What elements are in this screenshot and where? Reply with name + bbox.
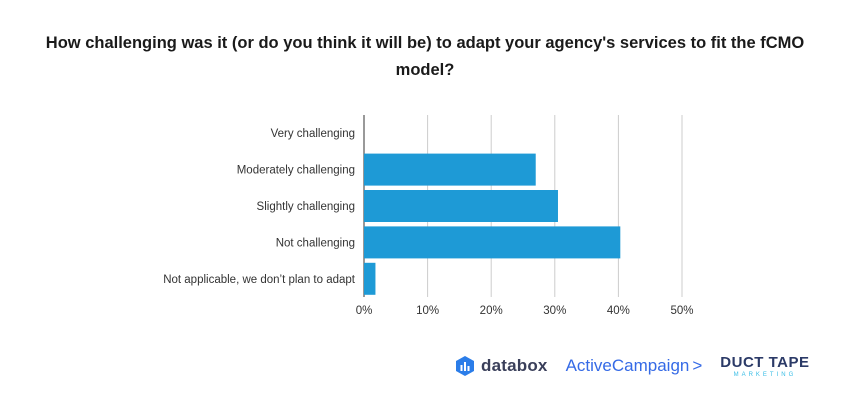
bar [364, 262, 376, 295]
brand-footer: databox ActiveCampaign > DUCT TAPE MARKE… [455, 352, 810, 380]
ducttape-logo: DUCT TAPE MARKETING [720, 355, 809, 378]
activecampaign-wordmark: ActiveCampaign [565, 356, 690, 375]
databox-logo: databox [455, 355, 548, 377]
x-tick-label: 50% [670, 305, 693, 317]
bar [364, 153, 536, 186]
x-tick-label: 40% [607, 305, 630, 317]
category-label: Moderately challenging [237, 165, 355, 177]
ducttape-wordmark: DUCT TAPE [720, 353, 810, 371]
category-label: Slightly challenging [257, 201, 355, 213]
category-label: Not applicable, we don’t plan to adapt [163, 274, 356, 286]
databox-icon [456, 356, 474, 376]
activecampaign-chevron-icon: > [692, 356, 703, 375]
x-tick-label: 20% [480, 305, 503, 317]
ducttape-subtitle: MARKETING [733, 371, 797, 378]
x-tick-label: 30% [543, 305, 566, 317]
category-label: Not challenging [276, 237, 355, 249]
bar [364, 226, 621, 259]
x-tick-label: 0% [356, 305, 373, 317]
bar [364, 190, 558, 222]
activecampaign-logo: ActiveCampaign > [566, 356, 703, 376]
databox-wordmark: databox [481, 356, 548, 375]
chart-title: How challenging was it (or do you think … [45, 34, 805, 79]
category-label: Very challenging [271, 128, 355, 140]
x-tick-label: 10% [416, 305, 439, 317]
